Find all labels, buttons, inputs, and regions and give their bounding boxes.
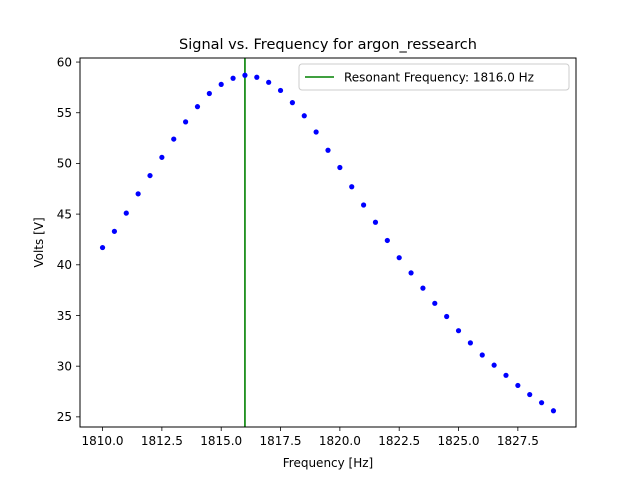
x-tick-label: 1810.0 xyxy=(82,434,124,448)
data-point xyxy=(515,382,521,389)
x-tick-label: 1827.5 xyxy=(497,434,539,448)
x-tick-label: 1820.0 xyxy=(319,434,361,448)
x-tick-label: 1815.0 xyxy=(200,434,242,448)
data-point xyxy=(242,72,248,78)
data-point xyxy=(194,104,201,110)
data-point xyxy=(349,184,355,190)
x-axis-label: Frequency [Hz] xyxy=(283,456,374,470)
data-point xyxy=(277,87,284,94)
y-axis-ticks: 25 30 35 40 45 50 55 60 xyxy=(57,55,80,424)
x-tick-label: 1822.5 xyxy=(378,434,420,448)
x-axis-ticks: 1810.0 1812.5 1815.0 1817.5 1820.0 1822.5 1825… xyxy=(82,427,539,448)
legend-box xyxy=(298,63,570,91)
data-point xyxy=(206,90,212,97)
y-tick-label: 55 xyxy=(57,106,72,120)
data-point xyxy=(372,219,379,225)
x-tick-label: 1817.5 xyxy=(260,434,302,448)
legend: Resonant Frequency: 1816.0 Hz xyxy=(298,63,570,91)
data-point xyxy=(123,210,129,216)
y-tick-label: 50 xyxy=(57,157,72,171)
data-point xyxy=(444,313,450,320)
data-point xyxy=(135,191,141,197)
chart-title: Signal vs. Frequency for argon_ressearch xyxy=(179,37,477,53)
data-point xyxy=(337,164,343,171)
plot-background xyxy=(80,58,576,427)
data-point xyxy=(503,372,509,378)
y-tick-label: 40 xyxy=(57,258,72,272)
data-point xyxy=(289,100,296,106)
data-point xyxy=(538,400,545,406)
data-point xyxy=(325,147,331,153)
y-tick-label: 45 xyxy=(57,207,72,221)
data-point xyxy=(301,113,307,119)
data-point xyxy=(384,237,390,244)
plot-area xyxy=(80,58,576,427)
data-point xyxy=(183,119,189,125)
data-point xyxy=(111,228,118,234)
x-tick-label: 1825.0 xyxy=(438,434,480,448)
data-point xyxy=(550,408,557,414)
data-point xyxy=(218,81,224,87)
data-points-layer xyxy=(99,72,557,414)
data-point xyxy=(491,362,497,368)
data-point xyxy=(467,340,473,346)
data-point xyxy=(266,79,272,85)
data-point xyxy=(420,285,426,291)
y-tick-label: 30 xyxy=(57,359,72,373)
data-point xyxy=(230,75,236,81)
legend-label: Resonant Frequency: 1816.0 Hz xyxy=(344,71,534,85)
data-point xyxy=(527,391,533,398)
data-point xyxy=(159,154,165,160)
data-point xyxy=(432,300,438,306)
data-point xyxy=(99,244,106,251)
y-axis-label: Volts [V] xyxy=(32,217,46,267)
data-point xyxy=(455,328,462,334)
data-point xyxy=(396,255,402,261)
y-tick-label: 25 xyxy=(57,410,72,424)
data-point xyxy=(479,352,485,358)
y-tick-label: 35 xyxy=(57,309,72,323)
plot-frame xyxy=(79,57,577,428)
y-tick-label: 60 xyxy=(57,55,72,69)
data-point xyxy=(254,74,260,80)
data-point xyxy=(408,270,414,276)
data-point xyxy=(171,136,177,142)
x-tick-label: 1812.5 xyxy=(141,434,183,448)
data-point xyxy=(147,172,153,179)
data-point xyxy=(360,202,367,208)
data-point xyxy=(313,129,319,135)
